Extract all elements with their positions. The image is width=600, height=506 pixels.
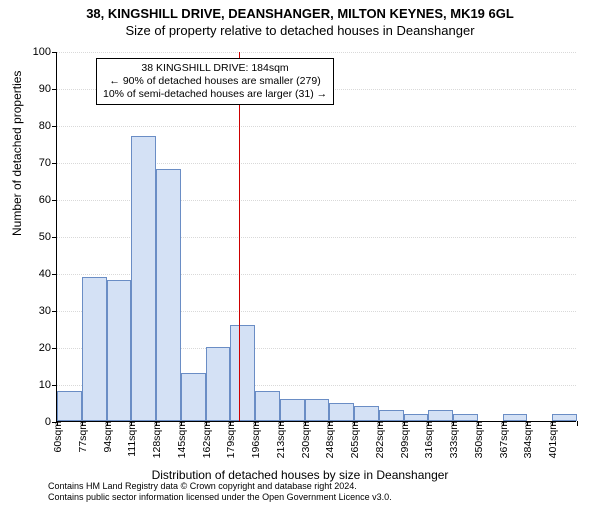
bar: [107, 280, 132, 421]
xtick-label: 316sqm: [421, 421, 435, 458]
ytick-label: 30: [39, 305, 57, 317]
xtick-label: 350sqm: [471, 421, 485, 458]
xtick-mark: [577, 421, 578, 426]
bar: [305, 399, 330, 421]
bar: [379, 410, 404, 421]
annotation-line3: 10% of semi-detached houses are larger (…: [103, 88, 327, 101]
xtick-label: 265sqm: [347, 421, 361, 458]
xtick-label: 333sqm: [446, 421, 460, 458]
bar: [206, 347, 231, 421]
bar: [255, 391, 280, 421]
ytick-label: 100: [33, 46, 57, 58]
xtick-label: 367sqm: [496, 421, 510, 458]
xtick-label: 196sqm: [248, 421, 262, 458]
bar: [428, 410, 453, 421]
gridline: [57, 126, 576, 127]
xtick-label: 401sqm: [545, 421, 559, 458]
xtick-label: 145sqm: [174, 421, 188, 458]
bar: [404, 414, 429, 421]
x-axis-label: Distribution of detached houses by size …: [0, 468, 600, 482]
footer-attribution: Contains HM Land Registry data © Crown c…: [48, 481, 392, 502]
xtick-label: 179sqm: [223, 421, 237, 458]
xtick-label: 384sqm: [520, 421, 534, 458]
footer-line1: Contains HM Land Registry data © Crown c…: [48, 481, 392, 491]
bar: [131, 136, 156, 421]
xtick-label: 128sqm: [149, 421, 163, 458]
xtick-label: 162sqm: [199, 421, 213, 458]
bar: [552, 414, 577, 421]
bar: [156, 169, 181, 421]
ytick-label: 20: [39, 342, 57, 354]
bar: [280, 399, 305, 421]
ytick-label: 80: [39, 120, 57, 132]
xtick-label: 77sqm: [75, 421, 89, 453]
ytick-label: 40: [39, 268, 57, 280]
xtick-label: 299sqm: [397, 421, 411, 458]
xtick-label: 111sqm: [124, 421, 138, 457]
xtick-label: 282sqm: [372, 421, 386, 458]
ytick-label: 90: [39, 83, 57, 95]
histogram-chart: 010203040506070809010060sqm77sqm94sqm111…: [56, 52, 576, 422]
bar: [230, 325, 255, 421]
title-subtitle: Size of property relative to detached ho…: [0, 23, 600, 38]
bar: [57, 391, 82, 421]
bar: [354, 406, 379, 421]
xtick-label: 230sqm: [298, 421, 312, 458]
bar: [82, 277, 107, 421]
title-address: 38, KINGSHILL DRIVE, DEANSHANGER, MILTON…: [0, 6, 600, 21]
annotation-line2: ← 90% of detached houses are smaller (27…: [103, 75, 327, 88]
y-axis-label: Number of detached properties: [10, 71, 24, 236]
ytick-label: 10: [39, 379, 57, 391]
footer-line2: Contains public sector information licen…: [48, 492, 392, 502]
ytick-label: 60: [39, 194, 57, 206]
annotation-line1: 38 KINGSHILL DRIVE: 184sqm: [103, 62, 327, 75]
bar: [329, 403, 354, 422]
bar: [503, 414, 528, 421]
xtick-label: 94sqm: [100, 421, 114, 453]
reference-line: [239, 52, 240, 421]
xtick-label: 213sqm: [273, 421, 287, 458]
annotation-box: 38 KINGSHILL DRIVE: 184sqm ← 90% of deta…: [96, 58, 334, 105]
ytick-label: 50: [39, 231, 57, 243]
xtick-label: 60sqm: [50, 421, 64, 453]
ytick-label: 70: [39, 157, 57, 169]
plot-area: 010203040506070809010060sqm77sqm94sqm111…: [56, 52, 576, 422]
bar: [453, 414, 478, 421]
xtick-label: 248sqm: [322, 421, 336, 458]
gridline: [57, 52, 576, 53]
bar: [181, 373, 206, 421]
